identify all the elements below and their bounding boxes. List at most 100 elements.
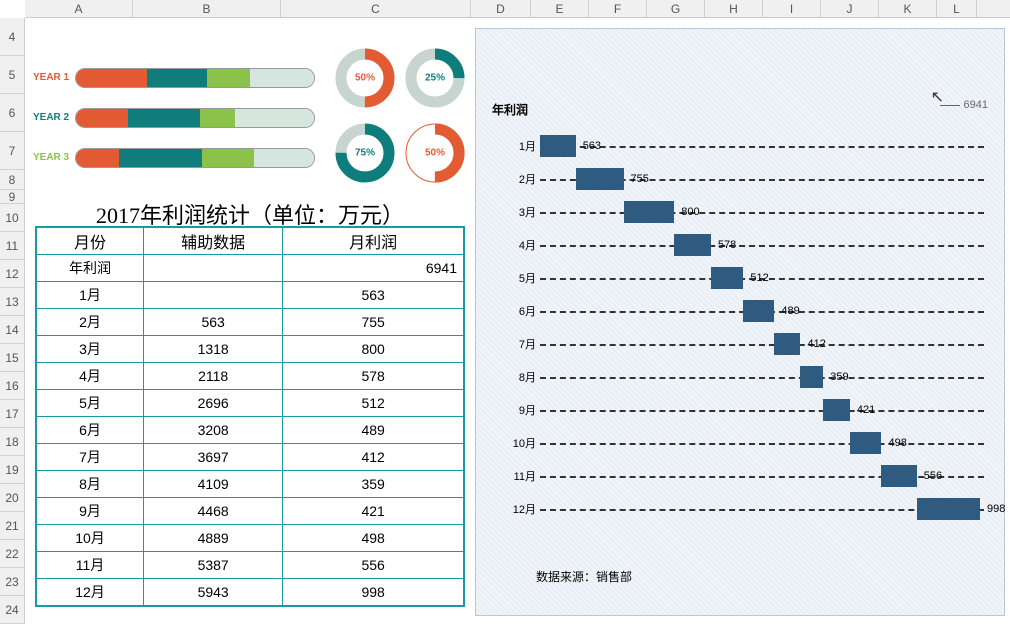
cell-aux[interactable]: 2696 <box>143 390 282 417</box>
cell-aux[interactable]: 5943 <box>143 579 282 606</box>
table-row[interactable]: 3月 1318 800 <box>36 336 464 363</box>
cell-aux[interactable]: 3208 <box>143 417 282 444</box>
cell-profit[interactable]: 578 <box>283 363 464 390</box>
cell-aux[interactable]: 4109 <box>143 471 282 498</box>
table-row[interactable]: 9月 4468 421 <box>36 498 464 525</box>
row-header-21[interactable]: 21 <box>0 512 24 540</box>
cell-month[interactable]: 10月 <box>36 525 143 552</box>
row-header-6[interactable]: 6 <box>0 94 24 132</box>
cell-aux[interactable]: 5387 <box>143 552 282 579</box>
cell-aux[interactable]: 4468 <box>143 498 282 525</box>
row-header-7[interactable]: 7 <box>0 132 24 170</box>
column-header-C[interactable]: C <box>281 0 471 17</box>
column-header-I[interactable]: I <box>763 0 821 17</box>
table-row[interactable]: 10月 4889 498 <box>36 525 464 552</box>
waterfall-chart[interactable]: 年利润 6941 ↖ 1月 563 2月 755 3月 800 4月 578 5… <box>475 28 1005 616</box>
row-header-15[interactable]: 15 <box>0 344 24 372</box>
cell-profit[interactable]: 412 <box>283 444 464 471</box>
table-row[interactable]: 2月 563 755 <box>36 309 464 336</box>
row-header-19[interactable]: 19 <box>0 456 24 484</box>
table-row[interactable]: 5月 2696 512 <box>36 390 464 417</box>
row-header-22[interactable]: 22 <box>0 540 24 568</box>
table-header-month: 月份 <box>36 227 143 255</box>
row-headers[interactable]: 456789101112131415161718192021222324 <box>0 18 25 624</box>
cell-month[interactable]: 4月 <box>36 363 143 390</box>
chart-category-label: 6月 <box>506 303 536 319</box>
table-row[interactable]: 11月 5387 556 <box>36 552 464 579</box>
row-header-8[interactable]: 8 <box>0 170 24 190</box>
row-header-17[interactable]: 17 <box>0 400 24 428</box>
chart-category-label: 11月 <box>506 468 536 484</box>
cell-aux[interactable]: 1318 <box>143 336 282 363</box>
cell-month[interactable]: 8月 <box>36 471 143 498</box>
row-header-18[interactable]: 18 <box>0 428 24 456</box>
cell-month[interactable]: 7月 <box>36 444 143 471</box>
cell-aux[interactable]: 563 <box>143 309 282 336</box>
column-header-H[interactable]: H <box>705 0 763 17</box>
cell-aux[interactable]: 3697 <box>143 444 282 471</box>
cell-profit[interactable]: 556 <box>283 552 464 579</box>
row-header-5[interactable]: 5 <box>0 56 24 94</box>
cell-aux[interactable] <box>143 282 282 309</box>
row-header-9[interactable]: 9 <box>0 190 24 204</box>
table-row[interactable]: 12月 5943 998 <box>36 579 464 606</box>
column-header-A[interactable]: A <box>25 0 133 17</box>
cell-month[interactable]: 1月 <box>36 282 143 309</box>
column-headers[interactable]: ABCDEFGHIJKL <box>25 0 1010 18</box>
cell-profit[interactable]: 6941 <box>283 255 464 282</box>
cell-month[interactable]: 12月 <box>36 579 143 606</box>
row-header-20[interactable]: 20 <box>0 484 24 512</box>
row-header-12[interactable]: 12 <box>0 260 24 288</box>
cell-month[interactable]: 6月 <box>36 417 143 444</box>
cell-profit[interactable]: 359 <box>283 471 464 498</box>
chart-value-label: 755 <box>628 172 652 186</box>
table-row-total[interactable]: 年利润 6941 <box>36 255 464 282</box>
row-header-24[interactable]: 24 <box>0 596 24 624</box>
table-row[interactable]: 1月 563 <box>36 282 464 309</box>
row-header-23[interactable]: 23 <box>0 568 24 596</box>
column-header-F[interactable]: F <box>589 0 647 17</box>
cell-aux[interactable] <box>143 255 282 282</box>
column-header-J[interactable]: J <box>821 0 879 17</box>
cell-profit[interactable]: 755 <box>283 309 464 336</box>
column-header-K[interactable]: K <box>879 0 937 17</box>
table-row[interactable]: 7月 3697 412 <box>36 444 464 471</box>
column-header-G[interactable]: G <box>647 0 705 17</box>
chart-bar <box>674 234 711 256</box>
cell-profit[interactable]: 421 <box>283 498 464 525</box>
chart-footer: 数据来源：销售部 <box>536 568 632 585</box>
donut-label: 50% <box>355 73 375 84</box>
column-header-E[interactable]: E <box>531 0 589 17</box>
cell-month[interactable]: 11月 <box>36 552 143 579</box>
chart-value-label: 412 <box>804 337 828 351</box>
cell-aux[interactable]: 4889 <box>143 525 282 552</box>
column-header-B[interactable]: B <box>133 0 281 17</box>
row-header-4[interactable]: 4 <box>0 18 24 56</box>
cell-profit[interactable]: 498 <box>283 525 464 552</box>
chart-bar-row: 10月 498 <box>506 426 984 459</box>
row-header-14[interactable]: 14 <box>0 316 24 344</box>
cell-month[interactable]: 5月 <box>36 390 143 417</box>
row-header-13[interactable]: 13 <box>0 288 24 316</box>
cell-month[interactable]: 年利润 <box>36 255 143 282</box>
cell-profit[interactable]: 512 <box>283 390 464 417</box>
table-row[interactable]: 4月 2118 578 <box>36 363 464 390</box>
cell-month[interactable]: 9月 <box>36 498 143 525</box>
column-header-L[interactable]: L <box>937 0 977 17</box>
worksheet-area[interactable]: YEAR 1YEAR 2YEAR 3 50% 25% 75% 50% 2017年… <box>25 18 1010 635</box>
column-header-D[interactable]: D <box>471 0 531 17</box>
cell-month[interactable]: 3月 <box>36 336 143 363</box>
cell-profit[interactable]: 998 <box>283 579 464 606</box>
row-header-11[interactable]: 11 <box>0 232 24 260</box>
row-header-10[interactable]: 10 <box>0 204 24 232</box>
chart-value-label: 998 <box>984 502 1008 516</box>
cell-profit[interactable]: 800 <box>283 336 464 363</box>
table-row[interactable]: 6月 3208 489 <box>36 417 464 444</box>
cell-month[interactable]: 2月 <box>36 309 143 336</box>
table-row[interactable]: 8月 4109 359 <box>36 471 464 498</box>
profit-data-table[interactable]: 月份 辅助数据 月利润 年利润 69411月 5632月 563 7553月 1… <box>35 226 465 607</box>
cell-profit[interactable]: 489 <box>283 417 464 444</box>
cell-profit[interactable]: 563 <box>283 282 464 309</box>
cell-aux[interactable]: 2118 <box>143 363 282 390</box>
row-header-16[interactable]: 16 <box>0 372 24 400</box>
